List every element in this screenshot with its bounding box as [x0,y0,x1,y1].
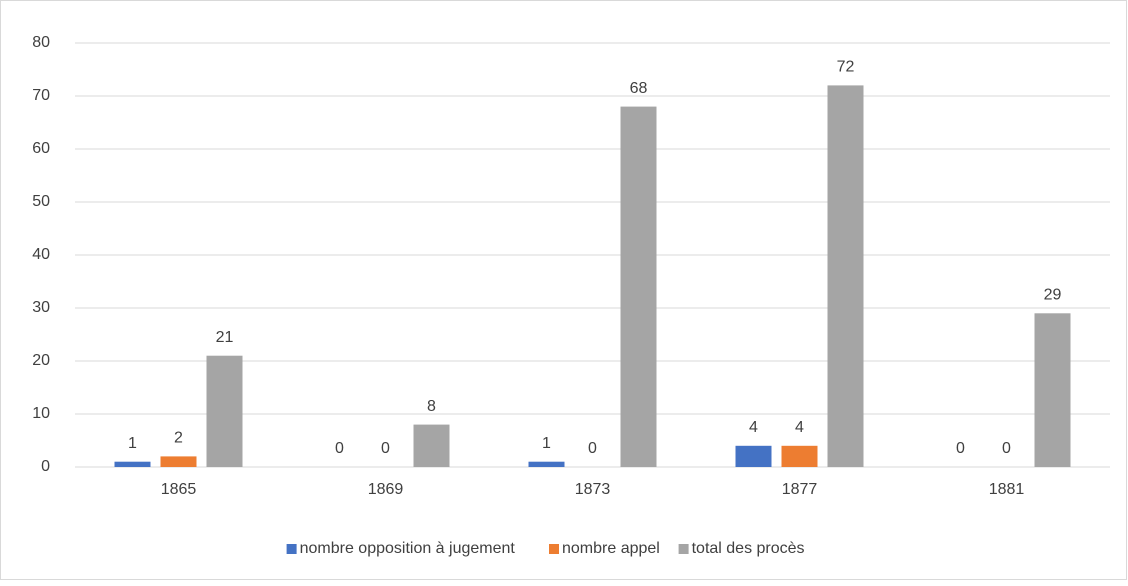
value-label: 0 [1002,440,1011,457]
value-label: 21 [216,329,234,346]
legend-label: nombre appel [562,540,660,557]
y-tick-label: 40 [32,246,50,263]
value-label: 1 [128,435,137,452]
y-tick-label: 50 [32,193,50,210]
value-label: 8 [427,398,436,415]
value-label: 0 [335,440,344,457]
bar [781,445,818,467]
legend-swatch [678,544,689,554]
bar [160,456,197,467]
legend-label: total des procès [692,540,805,557]
bar [735,445,772,467]
y-tick-label: 80 [32,34,50,51]
bar [1034,313,1071,467]
x-tick-label: 1877 [782,481,818,498]
value-label: 68 [630,80,648,97]
bar [206,355,243,467]
value-label: 29 [1044,287,1062,304]
y-tick-label: 10 [32,405,50,422]
y-tick-label: 20 [32,352,50,369]
y-tick-label: 30 [32,299,50,316]
value-label: 1 [542,435,551,452]
value-label: 0 [381,440,390,457]
x-tick-label: 1873 [575,481,611,498]
legend-swatch [286,544,297,554]
bar [114,461,151,467]
value-label: 4 [749,419,758,436]
x-tick-label: 1881 [989,481,1025,498]
bar [528,461,565,467]
bar [827,85,864,468]
bar [620,106,657,467]
bar [413,424,450,467]
x-tick-label: 1869 [368,481,404,498]
y-tick-label: 70 [32,87,50,104]
value-label: 4 [795,419,804,436]
value-label: 0 [588,440,597,457]
value-label: 0 [956,440,965,457]
value-label: 72 [837,59,855,76]
y-tick-label: 0 [41,458,50,475]
x-tick-label: 1865 [161,481,197,498]
value-label: 2 [174,430,183,447]
legend-swatch [549,544,559,554]
y-tick-label: 60 [32,140,50,157]
legend-label: nombre opposition à jugement [300,540,516,557]
